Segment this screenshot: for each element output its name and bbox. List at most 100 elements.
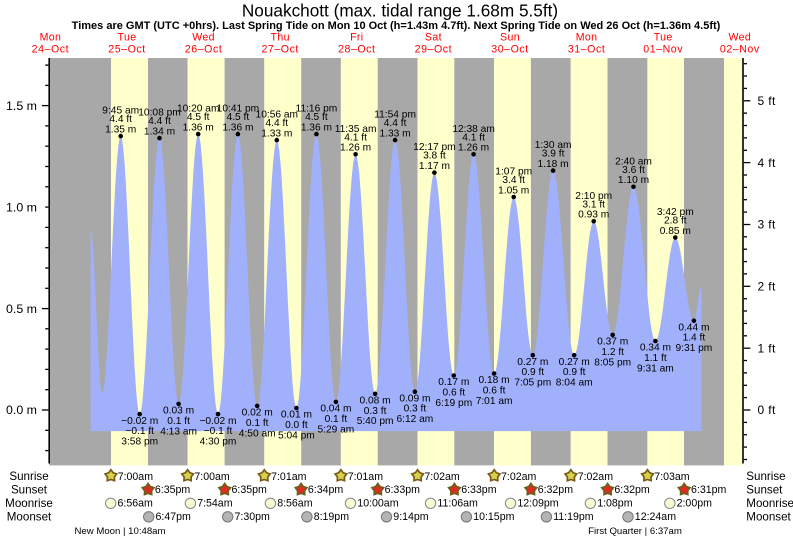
svg-text:6:31pm: 6:31pm <box>691 484 727 496</box>
svg-text:2:10 pm: 2:10 pm <box>575 191 612 202</box>
svg-text:1.34 m: 1.34 m <box>144 127 175 138</box>
svg-text:10:00am: 10:00am <box>357 498 398 510</box>
svg-text:6:32pm: 6:32pm <box>614 484 650 496</box>
svg-text:0.04 m: 0.04 m <box>320 404 351 415</box>
svg-text:6:12 am: 6:12 am <box>396 414 433 425</box>
svg-text:1.5 m: 1.5 m <box>6 99 37 113</box>
svg-text:Tue: Tue <box>654 32 673 44</box>
svg-text:4.5 ft: 4.5 ft <box>305 112 328 123</box>
svg-text:4.4 ft: 4.4 ft <box>384 118 407 129</box>
svg-text:0.6 ft: 0.6 ft <box>442 388 465 399</box>
svg-text:27–Oct: 27–Oct <box>261 43 298 55</box>
svg-text:3 ft: 3 ft <box>758 218 777 232</box>
svg-text:1.36 m: 1.36 m <box>222 123 253 134</box>
svg-text:Thu: Thu <box>271 32 290 44</box>
svg-text:10:41 pm: 10:41 pm <box>217 104 259 115</box>
svg-text:0.1 ft: 0.1 ft <box>246 418 269 429</box>
svg-text:−0.1 ft: −0.1 ft <box>204 426 233 437</box>
svg-text:2 ft: 2 ft <box>758 280 777 294</box>
svg-text:1.4 ft: 1.4 ft <box>683 333 706 344</box>
svg-text:6:19 pm: 6:19 pm <box>435 398 472 409</box>
svg-text:−0.1 ft: −0.1 ft <box>125 426 154 437</box>
svg-text:Sunset: Sunset <box>746 484 783 497</box>
svg-text:Mon: Mon <box>40 32 62 44</box>
svg-text:4:13 am: 4:13 am <box>160 426 197 437</box>
svg-text:6:35pm: 6:35pm <box>155 484 191 496</box>
svg-text:Fri: Fri <box>350 32 363 44</box>
svg-text:0.18 m: 0.18 m <box>479 375 510 386</box>
svg-text:1 ft: 1 ft <box>758 341 777 355</box>
svg-text:0.17 m: 0.17 m <box>438 377 469 388</box>
svg-text:0 ft: 0 ft <box>758 403 777 417</box>
svg-text:0.37 m: 0.37 m <box>597 337 628 348</box>
svg-text:9:31 am: 9:31 am <box>637 363 674 374</box>
svg-text:1.33 m: 1.33 m <box>261 129 292 140</box>
svg-text:0.03 m: 0.03 m <box>163 406 194 417</box>
svg-text:11:19pm: 11:19pm <box>553 511 594 523</box>
svg-text:0.02 m: 0.02 m <box>242 408 273 419</box>
svg-text:6:34pm: 6:34pm <box>308 484 344 496</box>
svg-text:12:24am: 12:24am <box>635 511 676 523</box>
svg-text:0.44 m: 0.44 m <box>678 322 709 333</box>
svg-text:Wed: Wed <box>728 32 751 44</box>
svg-text:Moonrise: Moonrise <box>5 497 53 510</box>
svg-text:0.08 m: 0.08 m <box>360 396 391 407</box>
svg-text:0.85 m: 0.85 m <box>660 226 691 237</box>
svg-text:1.17 m: 1.17 m <box>419 161 450 172</box>
svg-text:02–Nov: 02–Nov <box>720 43 760 55</box>
svg-text:0.9 ft: 0.9 ft <box>521 367 544 378</box>
svg-text:11:54 pm: 11:54 pm <box>374 110 416 121</box>
svg-text:12:38 am: 12:38 am <box>452 124 494 135</box>
svg-text:1.26 m: 1.26 m <box>458 143 489 154</box>
svg-text:−0.02 m: −0.02 m <box>199 416 236 427</box>
svg-text:0.5 m: 0.5 m <box>6 302 37 316</box>
svg-text:4.4 ft: 4.4 ft <box>148 116 171 127</box>
svg-text:10:20 am: 10:20 am <box>177 104 219 115</box>
svg-text:12:17 pm: 12:17 pm <box>413 142 455 153</box>
svg-text:Sunrise: Sunrise <box>746 470 785 483</box>
svg-text:5:29 am: 5:29 am <box>317 424 354 435</box>
svg-text:4:30 pm: 4:30 pm <box>200 437 237 448</box>
svg-text:0.27 m: 0.27 m <box>517 357 548 368</box>
svg-text:1.35 m: 1.35 m <box>105 125 136 136</box>
svg-text:7:05 pm: 7:05 pm <box>514 378 551 389</box>
svg-text:10:08 pm: 10:08 pm <box>138 108 180 119</box>
svg-text:2:00pm: 2:00pm <box>677 498 713 510</box>
svg-text:3.1 ft: 3.1 ft <box>582 199 605 210</box>
svg-text:30–Oct: 30–Oct <box>491 43 528 55</box>
svg-text:7:54am: 7:54am <box>197 498 233 510</box>
svg-text:8:19pm: 8:19pm <box>314 511 350 523</box>
svg-text:24–Oct: 24–Oct <box>32 43 69 55</box>
svg-text:3:42 pm: 3:42 pm <box>657 207 694 218</box>
svg-text:6:33pm: 6:33pm <box>385 484 421 496</box>
svg-text:1:08pm: 1:08pm <box>597 498 633 510</box>
svg-text:11:16 pm: 11:16 pm <box>296 104 338 115</box>
svg-text:6:47pm: 6:47pm <box>156 511 192 523</box>
svg-text:0.6 ft: 0.6 ft <box>483 386 506 397</box>
svg-text:9:14pm: 9:14pm <box>393 511 429 523</box>
svg-text:26–Oct: 26–Oct <box>185 43 222 55</box>
svg-text:1.36 m: 1.36 m <box>183 123 214 134</box>
svg-text:0.09 m: 0.09 m <box>399 393 430 404</box>
svg-text:0.3 ft: 0.3 ft <box>364 406 387 417</box>
svg-text:3.4 ft: 3.4 ft <box>502 175 525 186</box>
svg-text:7:30pm: 7:30pm <box>235 511 271 523</box>
svg-text:Sunset: Sunset <box>11 484 48 497</box>
svg-text:0.01 m: 0.01 m <box>281 410 312 421</box>
svg-text:5:04 pm: 5:04 pm <box>278 430 315 441</box>
svg-text:7:01am: 7:01am <box>271 471 307 483</box>
svg-text:3:58 pm: 3:58 pm <box>121 437 158 448</box>
svg-text:4.5 ft: 4.5 ft <box>187 112 210 123</box>
svg-text:Times are GMT (UTC +0hrs). Las: Times are GMT (UTC +0hrs). Last Spring T… <box>72 20 721 32</box>
svg-text:11:35 am: 11:35 am <box>335 124 377 135</box>
svg-text:0.0 m: 0.0 m <box>6 403 37 417</box>
svg-text:8:04 am: 8:04 am <box>556 378 593 389</box>
svg-text:1.18 m: 1.18 m <box>538 159 569 170</box>
svg-text:0.1 ft: 0.1 ft <box>167 416 190 427</box>
svg-text:4.1 ft: 4.1 ft <box>344 132 367 143</box>
svg-text:Moonset: Moonset <box>7 511 52 524</box>
svg-text:4:50 am: 4:50 am <box>239 428 276 439</box>
svg-text:1.26 m: 1.26 m <box>340 143 371 154</box>
svg-text:8:56am: 8:56am <box>277 498 313 510</box>
svg-text:28–Oct: 28–Oct <box>338 43 375 55</box>
